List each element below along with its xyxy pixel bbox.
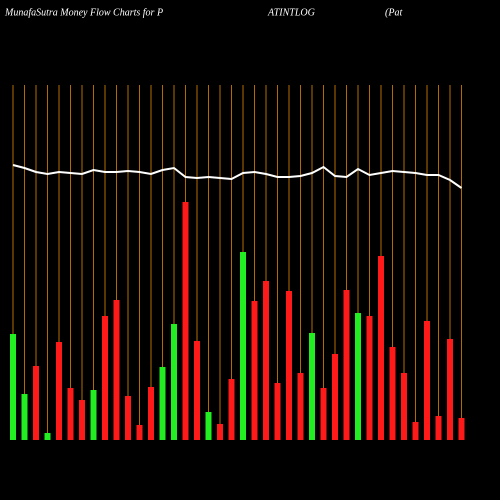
bar	[125, 396, 131, 440]
bar	[205, 412, 212, 440]
chart-title: MunafaSutra Money Flow Charts for P	[4, 7, 163, 18]
bar	[217, 424, 223, 440]
bar	[102, 316, 108, 440]
bar	[320, 388, 327, 440]
bar	[21, 394, 28, 440]
bar	[366, 316, 373, 440]
bar	[228, 379, 235, 440]
bar	[171, 324, 177, 440]
bar	[274, 383, 281, 440]
bar	[435, 416, 442, 440]
bar	[79, 400, 85, 440]
bar	[148, 387, 154, 440]
bar	[332, 354, 338, 440]
bar	[401, 373, 407, 440]
bar	[389, 347, 396, 440]
bar	[378, 256, 384, 440]
bar	[56, 342, 62, 440]
bar	[251, 301, 258, 440]
bar	[355, 313, 361, 440]
bar	[343, 290, 350, 440]
bar	[136, 425, 143, 440]
bar	[90, 390, 97, 440]
bar	[44, 433, 51, 440]
bar	[458, 418, 465, 440]
chart-title: ATINTLOG	[267, 7, 315, 18]
bar	[113, 300, 120, 440]
bar	[424, 321, 430, 440]
bar	[297, 373, 304, 440]
bar	[194, 341, 200, 440]
bar	[67, 388, 74, 440]
bar	[447, 339, 453, 440]
bar	[33, 366, 39, 440]
chart-title: (Pat	[385, 7, 402, 18]
bar	[309, 333, 315, 440]
money-flow-line	[12, 164, 463, 189]
bar	[10, 334, 16, 440]
bar	[240, 252, 246, 440]
bar	[286, 291, 292, 440]
bar	[159, 367, 166, 440]
bar	[182, 202, 189, 440]
bar	[263, 281, 269, 440]
bar	[412, 422, 419, 440]
